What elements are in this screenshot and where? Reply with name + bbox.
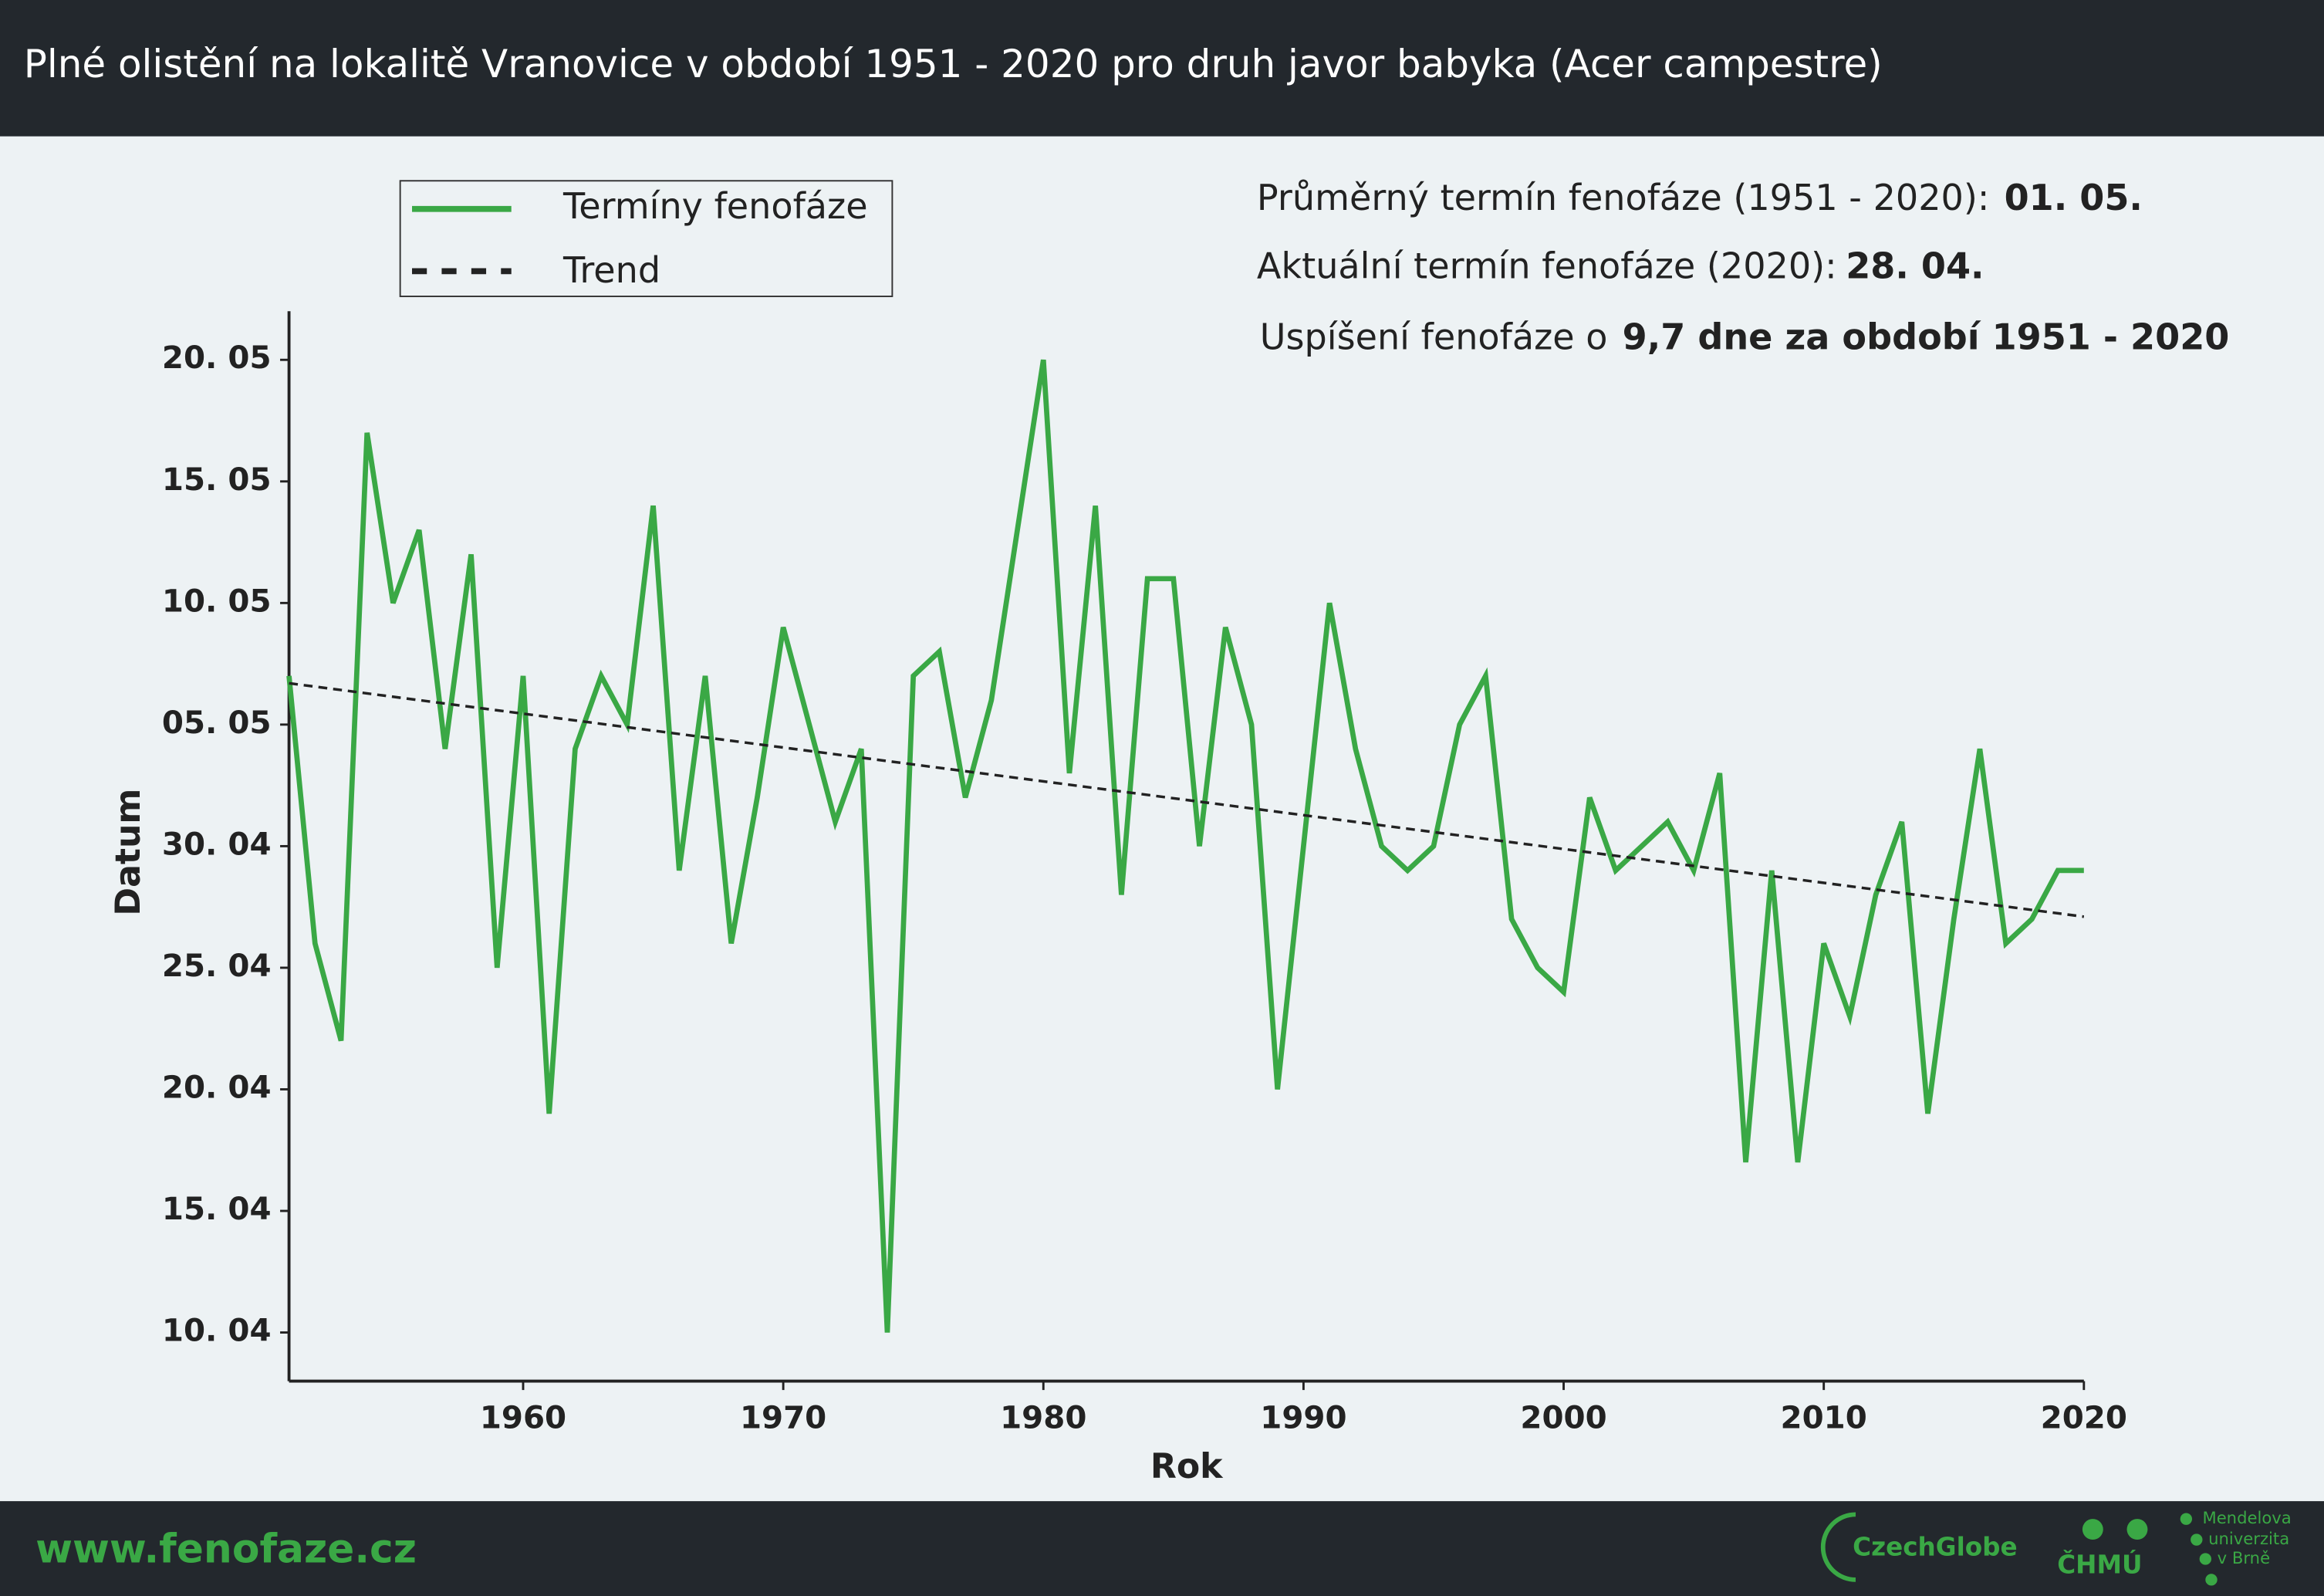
info-value: 01. 05.	[2005, 177, 2143, 218]
x-tick-label: 2020	[2041, 1400, 2127, 1436]
y-tick-label: 10. 05	[162, 583, 272, 619]
logo-dot	[2199, 1553, 2212, 1565]
data-line	[286, 359, 2084, 1333]
logo-chmu: ČHMÚ	[2057, 1550, 2142, 1580]
trend-line	[289, 681, 2085, 918]
x-tick-label: 1970	[740, 1400, 826, 1436]
x-tick-label: 2010	[1781, 1400, 1867, 1436]
footer-url[interactable]: www.fenofaze.cz	[35, 1526, 417, 1572]
y-axis-label: Datum	[109, 789, 148, 916]
footer-bar	[0, 1501, 2324, 1596]
logo-dot	[2205, 1574, 2218, 1586]
logo-dot	[2191, 1533, 2203, 1546]
legend-label: Trend	[562, 249, 660, 291]
y-tick-label: 05. 05	[162, 705, 272, 741]
info-value: 9,7 dne za období 1951 - 2020	[1623, 316, 2230, 357]
logo-dot	[2082, 1519, 2103, 1540]
y-tick-label: 25. 04	[162, 948, 272, 984]
x-axis-label: Rok	[1150, 1447, 1224, 1486]
y-tick-label: 15. 05	[162, 462, 272, 498]
y-tick-label: 10. 04	[162, 1313, 272, 1349]
page-title: Plné olistění na lokalitě Vranovice v ob…	[24, 42, 1883, 86]
logo-czechglobe: CzechGlobe	[1853, 1533, 2018, 1562]
info-label: Průměrný termín fenofáze (1951 - 2020):	[1257, 177, 1989, 218]
logo-mendelu: univerzita	[2208, 1529, 2289, 1548]
logo-mendelu: v Brně	[2218, 1548, 2270, 1567]
info-value: 28. 04.	[1846, 245, 1984, 286]
info-current: Aktuální termín fenofáze (2020): 28. 04.	[1257, 245, 1985, 286]
logo-mendelu: Mendelova	[2202, 1508, 2291, 1527]
info-shift: Uspíšení fenofáze o 9,7 dne za období 195…	[1260, 316, 2230, 357]
y-tick-label: 20. 05	[162, 340, 272, 376]
x-tick-label: 1960	[480, 1400, 566, 1436]
logo-dot	[2126, 1519, 2148, 1540]
info-label: Uspíšení fenofáze o	[1260, 316, 1608, 357]
header-bar	[0, 0, 2324, 137]
x-tick-label: 1980	[1000, 1400, 1086, 1436]
logo-arc	[1820, 1512, 1856, 1582]
info-label: Aktuální termín fenofáze (2020):	[1257, 245, 1837, 286]
y-tick-label: 15. 04	[162, 1191, 272, 1227]
logo-dot	[2180, 1513, 2193, 1525]
y-tick-label: 20. 04	[162, 1069, 272, 1105]
x-tick-label: 2000	[1520, 1400, 1606, 1436]
x-tick-label: 1990	[1260, 1400, 1346, 1436]
legend-box	[399, 180, 893, 297]
y-tick-label: 30. 04	[162, 826, 272, 862]
legend-label: Termíny fenofáze	[562, 185, 868, 227]
info-mean: Průměrný termín fenofáze (1951 - 2020): 0…	[1257, 177, 2143, 218]
